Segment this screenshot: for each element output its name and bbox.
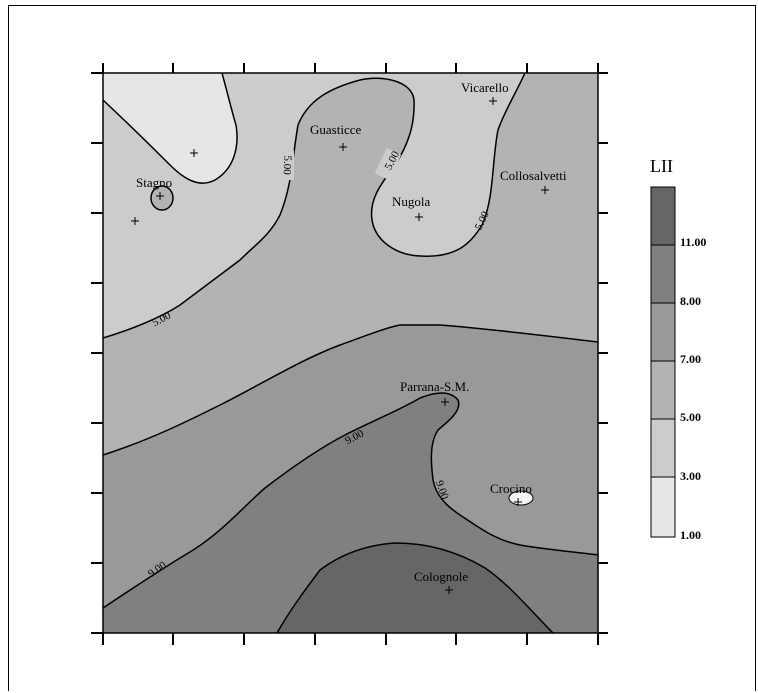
legend-swatch-8-11 <box>650 244 676 304</box>
location-label-vicarello: Vicarello <box>461 80 509 95</box>
legend: LII 11.00 8.00 7.00 5.00 3.00 1.00 <box>650 156 706 542</box>
legend-swatch-5-7 <box>650 360 676 420</box>
figure-frame <box>8 5 756 691</box>
location-label-guasticce: Guasticce <box>310 122 361 137</box>
location-label-crocino: Crocino <box>490 481 532 496</box>
legend-swatch-7-8 <box>650 302 676 362</box>
band-stagno-loop <box>150 185 174 211</box>
contour-lines <box>103 73 598 633</box>
legend-level: 8.00 <box>680 294 701 308</box>
contour-label: 5.00 <box>281 155 294 175</box>
axis-ticks <box>91 63 608 645</box>
legend-swatch-3-5 <box>650 418 676 478</box>
contour-line-7 <box>103 324 598 456</box>
location-label-parrana: Parrana-S.M. <box>400 379 469 394</box>
band-1-3 <box>103 73 238 184</box>
contour-bands <box>103 73 598 633</box>
legend-level: 1.00 <box>680 528 701 542</box>
location-label-collosalvetti: Collosalvetti <box>500 168 567 183</box>
legend-swatch-1-3 <box>650 476 676 538</box>
legend-swatch-11-plus <box>650 186 676 246</box>
location-label-colognole: Colognole <box>414 569 468 584</box>
location-label-stagno: Stagno <box>136 175 172 190</box>
contour-line-11 <box>276 542 554 633</box>
contour-line-5 <box>103 73 526 339</box>
legend-title: LII <box>650 156 673 176</box>
band-11-plus <box>277 543 553 633</box>
contour-line-3 <box>103 73 238 184</box>
legend-level: 5.00 <box>680 410 701 424</box>
legend-level: 11.00 <box>680 235 706 249</box>
legend-level: 7.00 <box>680 352 701 366</box>
location-label-nugola: Nugola <box>392 194 431 209</box>
contour-line-8 <box>103 392 598 609</box>
legend-level: 3.00 <box>680 469 701 483</box>
location-markers <box>131 97 549 594</box>
